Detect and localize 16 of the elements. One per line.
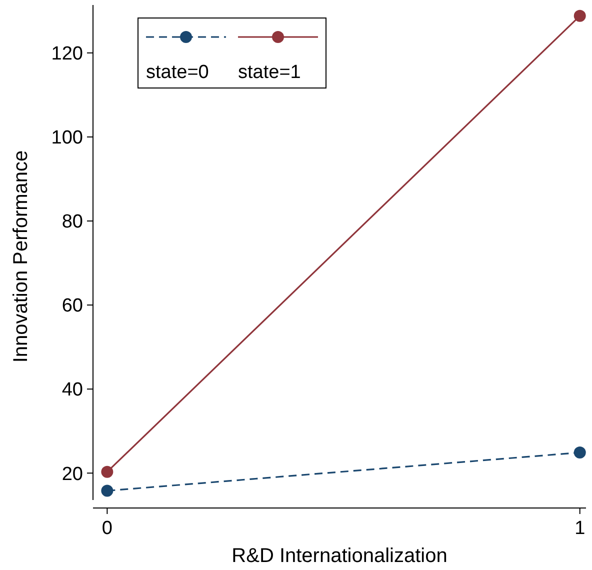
x-axis-title: R&D Internationalization	[232, 545, 448, 567]
x-tick-label: 0	[102, 518, 112, 539]
y-axis-title: Innovation Performance	[10, 150, 32, 363]
point	[574, 10, 586, 22]
y-tick-label: 40	[62, 380, 83, 401]
y-tick-label: 60	[62, 296, 83, 317]
point	[574, 446, 586, 459]
y-tick-label: 80	[62, 212, 83, 233]
point	[101, 466, 114, 478]
y-tick-label: 100	[51, 128, 83, 149]
x-tick-label: 1	[574, 518, 586, 539]
y-tick-label: 20	[62, 464, 83, 485]
legend-label: state=0	[146, 62, 209, 83]
legend-label: state=1	[238, 62, 301, 83]
y-tick-label: 120	[51, 44, 83, 65]
point	[101, 484, 114, 497]
